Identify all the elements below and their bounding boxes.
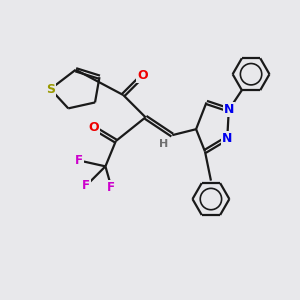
Text: O: O	[137, 69, 148, 82]
Text: F: F	[75, 154, 83, 167]
Text: H: H	[159, 139, 168, 149]
Text: S: S	[46, 82, 55, 96]
Text: F: F	[82, 179, 90, 192]
Text: N: N	[224, 103, 234, 116]
Text: O: O	[88, 121, 99, 134]
Text: F: F	[107, 181, 116, 194]
Text: N: N	[222, 132, 232, 145]
